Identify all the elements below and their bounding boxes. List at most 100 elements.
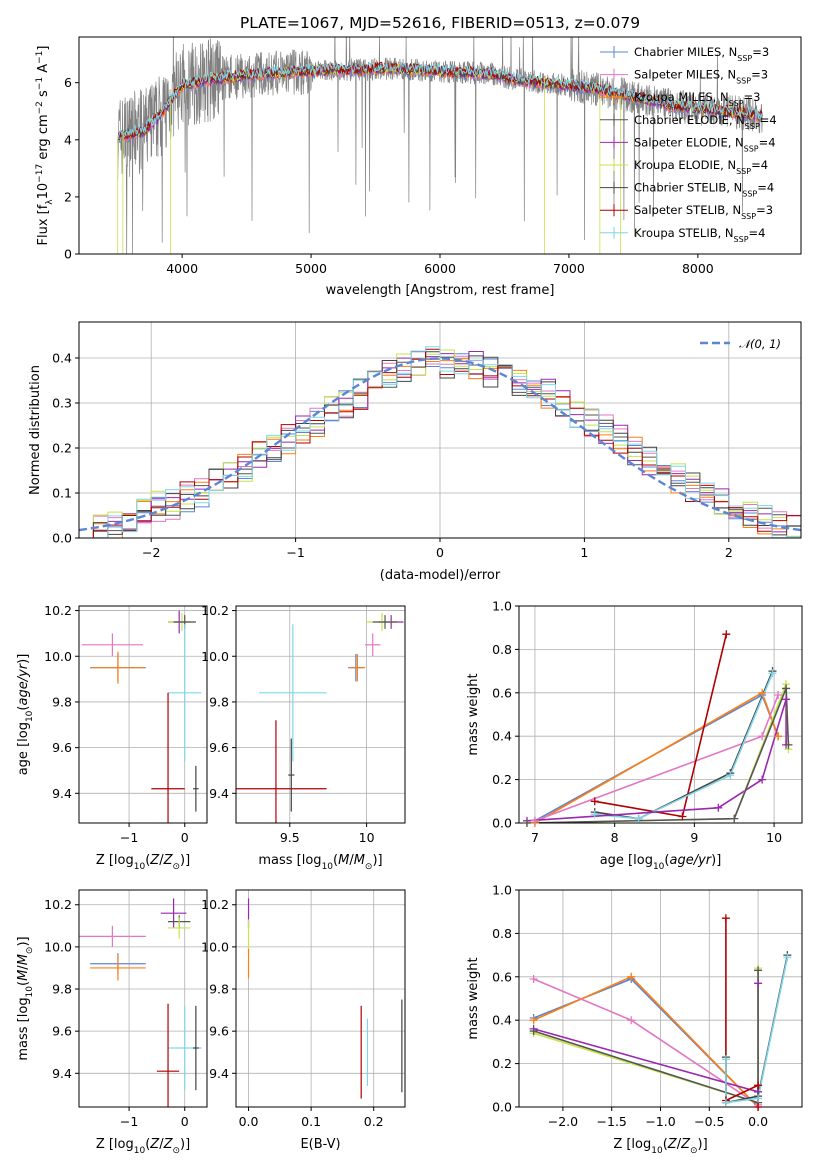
- data-point-marker: [530, 816, 539, 825]
- y-tick-label: 1.0: [492, 883, 512, 898]
- x-axis-label: Z [log10(Z/Z⊙)]: [613, 1137, 707, 1156]
- series-line-chabrier-elodie: [526, 688, 790, 823]
- y-tick-label: 0.4: [492, 1013, 512, 1028]
- x-tick-label: 9: [690, 830, 698, 845]
- gaussian-curve: [79, 357, 801, 532]
- y-tick-label: 0.6: [492, 685, 512, 700]
- x-tick-label: 5000: [295, 261, 327, 276]
- data-point-marker: [758, 688, 767, 697]
- y-tick-label: 4: [64, 132, 72, 147]
- y-tick-label: 0.4: [492, 729, 512, 744]
- y-tick-label: 9.8: [209, 694, 229, 709]
- y-axis-label: Normed distribution: [28, 365, 43, 495]
- x-tick-label: 0: [181, 1114, 189, 1129]
- data-point-marker: [782, 695, 791, 704]
- y-tick-label: 10.2: [44, 897, 72, 912]
- data-point-marker: [634, 814, 643, 823]
- data-point-marker: [590, 810, 599, 819]
- y-tick-label: 0.1: [52, 486, 72, 501]
- y-tick-label: 9.4: [52, 786, 72, 801]
- data-point-marker: [758, 732, 767, 741]
- x-tick-label: 1: [580, 545, 588, 560]
- y-tick-label: 9.8: [52, 694, 72, 709]
- y-tick-label: 9.6: [209, 740, 229, 755]
- y-tick-label: 0: [64, 247, 72, 262]
- x-axis-label: Z [log10(Z/Z⊙)]: [96, 853, 190, 872]
- x-tick-label: 9.5: [280, 830, 300, 845]
- x-axis-label: (data-model)/error: [380, 568, 501, 583]
- y-tick-label: 6: [64, 75, 72, 90]
- legend-entry: 𝒩(0, 1): [739, 337, 781, 351]
- data-point-marker: [714, 803, 723, 812]
- mass_vs_Z-plot-area: [79, 898, 202, 1107]
- x-tick-label: 0.2: [364, 1114, 384, 1129]
- axes-frame: [78, 889, 208, 1108]
- x-tick-label: −2.0: [548, 1114, 578, 1129]
- legend-entry: Kroupa MILES, NSSP=3: [634, 90, 760, 108]
- age_vs_Z-plot-area: [81, 610, 202, 823]
- x-tick-label: −1: [120, 1114, 138, 1129]
- series-line-kroupa-stelib: [594, 672, 774, 820]
- data-point-marker: [784, 740, 793, 749]
- x-axis-label: Z [log10(Z/Z⊙)]: [96, 1137, 190, 1156]
- y-tick-label: 9.6: [209, 1024, 229, 1039]
- x-axis-label: mass [log10(M/M⊙)]: [258, 853, 382, 872]
- mass_vs_EBV-panel: 0.0 0.1 0.2 9.4 9.6 9.8 10.0 10.2 E(B-V): [201, 889, 406, 1152]
- y-axis-label: mass [log10(M/M⊙)]: [16, 936, 35, 1060]
- x-tick-label: 10: [766, 830, 782, 845]
- y-tick-label: 9.4: [52, 1066, 72, 1081]
- y-tick-label: 0.0: [52, 531, 72, 546]
- series-line-salpeter-elodie: [526, 699, 787, 822]
- legend-entry: Salpeter STELIB, NSSP=3: [634, 203, 773, 221]
- data-point-marker: [678, 812, 687, 821]
- y-tick-label: 0.0: [492, 1100, 512, 1115]
- data-point-marker: [627, 1016, 636, 1025]
- model-line-kroupa-stelib: [117, 61, 763, 140]
- legend-entry: Kroupa STELIB, NSSP=4: [634, 226, 765, 244]
- x-tick-label: 0.0: [239, 1114, 259, 1129]
- data-point-marker: [774, 690, 783, 699]
- data-point-marker: [782, 684, 791, 693]
- massweight_vs_age-panel: 7 8 9 10 0.0 0.2 0.4 0.6 0.8 1.0 age [log10(age/yr…: [466, 599, 803, 872]
- y-tick-label: 0.0: [492, 816, 512, 831]
- y-tick-label: 10.0: [201, 649, 229, 664]
- residual_histogram-plot-area: [79, 346, 801, 538]
- y-tick-label: 1.0: [492, 599, 512, 614]
- y-tick-label: 0.6: [492, 969, 512, 984]
- series-line-salpeter-elodie: [533, 983, 759, 1093]
- residual_histogram-panel: −2 −1 0 1 2 0.0 0.1 0.2 0.3 0.4 𝒩(0, 1) (data-model…: [28, 321, 802, 583]
- age_vs_mass-plot-area: [236, 612, 404, 823]
- data-point-marker: [590, 797, 599, 806]
- y-tick-label: 10.0: [44, 649, 72, 664]
- x-tick-label: 4000: [166, 261, 198, 276]
- y-tick-label: 9.8: [209, 982, 229, 997]
- series-line-chabrier-stelib: [725, 954, 789, 1104]
- age_vs_mass-panel: 9.5 10 9.4 9.6 9.8 10.0 10.2 mass [log10(M/M⊙)]: [201, 603, 406, 872]
- y-tick-label: 0.8: [492, 926, 512, 941]
- axes-frame: [235, 889, 406, 1108]
- data-point-marker: [721, 1098, 730, 1107]
- data-point-marker: [529, 974, 538, 983]
- y-tick-label: 0.2: [492, 1056, 512, 1071]
- massweight_vs_age-plot-area: [526, 634, 790, 823]
- data-point-marker: [529, 1016, 538, 1025]
- y-tick-label: 9.8: [52, 982, 72, 997]
- data-point-marker: [721, 1055, 730, 1064]
- spectrum-plot-area: [117, 37, 763, 254]
- y-tick-label: 9.4: [209, 1066, 229, 1081]
- y-tick-label: 0.8: [492, 642, 512, 657]
- figure-title: PLATE=1067, MJD=52616, FIBERID=0513, z=0…: [240, 14, 640, 32]
- model-line-kroupa-elodie: [117, 62, 763, 142]
- legend-entry: Salpeter ELODIE, NSSP=4: [634, 135, 776, 153]
- data-point-marker: [774, 732, 783, 741]
- x-tick-label: 2: [725, 545, 733, 560]
- y-tick-label: 10.0: [44, 939, 72, 954]
- y-tick-label: 10.2: [44, 603, 72, 618]
- axes-frame: [235, 605, 406, 824]
- y-tick-label: 9.4: [209, 786, 229, 801]
- x-tick-label: 7: [531, 830, 539, 845]
- data-point-marker: [730, 814, 739, 823]
- axes-frame: [518, 889, 803, 1108]
- x-tick-label: 0: [436, 545, 444, 560]
